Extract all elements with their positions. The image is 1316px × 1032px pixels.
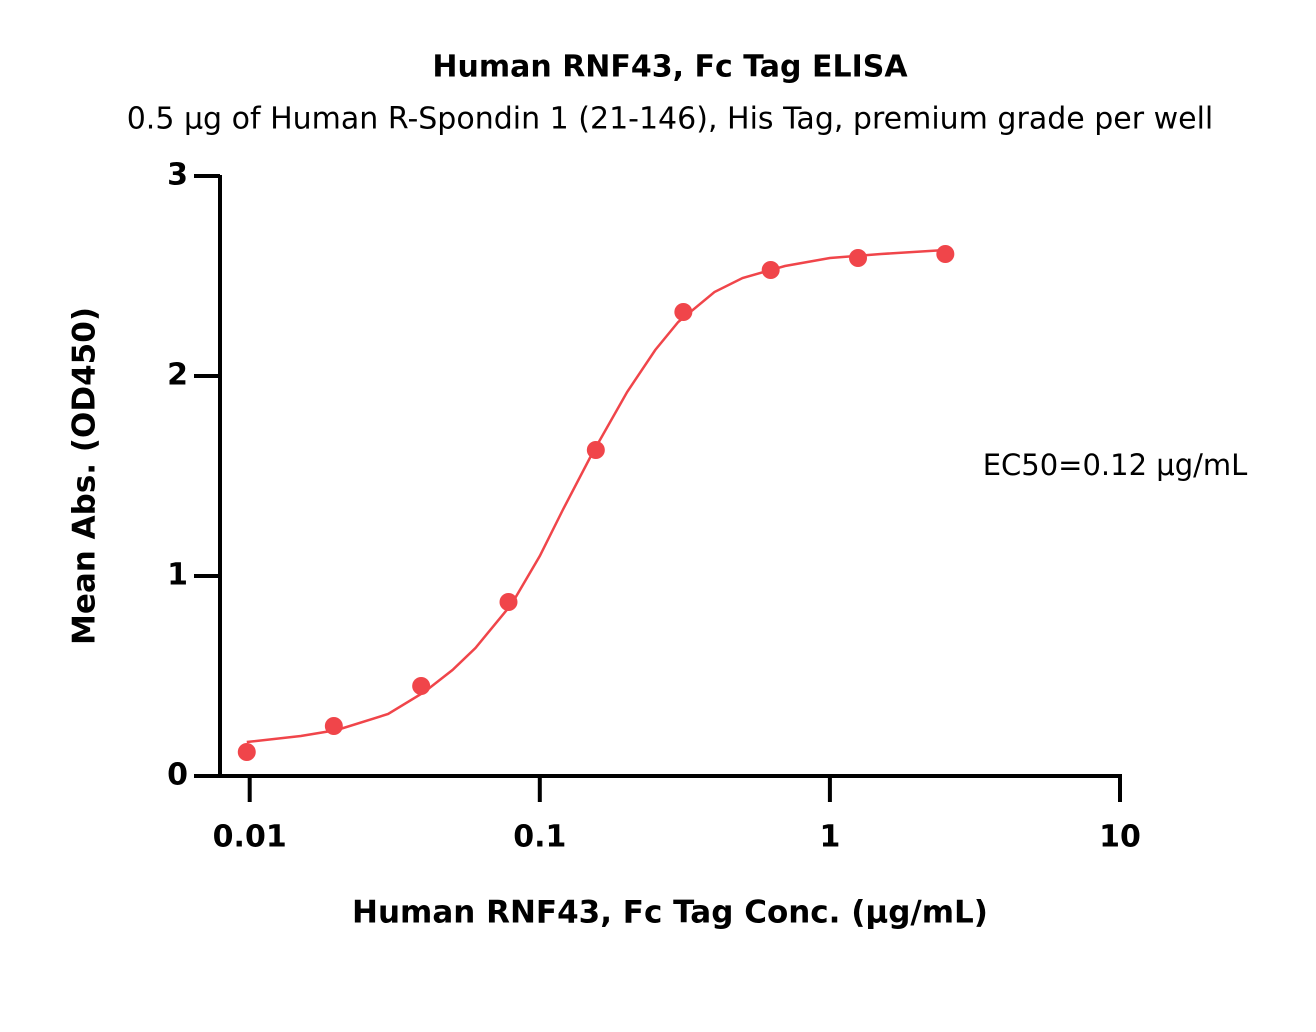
y-axis-label: Mean Abs. (OD450) xyxy=(67,307,103,645)
data-point xyxy=(849,249,868,267)
chart-title: Human RNF43, Fc Tag ELISA xyxy=(432,50,908,85)
x-axis-label: Human RNF43, Fc Tag Conc. (μg/mL) xyxy=(352,895,988,931)
data-point xyxy=(499,593,518,611)
annotation: EC50=0.12 μg/mL xyxy=(983,448,1248,482)
y-tick-label: 2 xyxy=(167,358,188,393)
data-point xyxy=(237,743,256,761)
x-tick-label: 0.01 xyxy=(213,820,287,855)
x-tick-label: 1 xyxy=(819,820,840,855)
data-point xyxy=(674,303,693,321)
data-point xyxy=(761,261,780,279)
chart-subtitle: 0.5 μg of Human R-Spondin 1 (21-146), Hi… xyxy=(127,102,1214,137)
fit-curve xyxy=(246,248,946,744)
data-point xyxy=(324,717,343,735)
x-tick-label: 10 xyxy=(1099,820,1141,855)
x-tick-label: 0.1 xyxy=(513,820,566,855)
data-point xyxy=(586,441,605,459)
y-tick-label: 1 xyxy=(167,558,188,593)
data-point xyxy=(412,677,431,695)
y-tick-label: 3 xyxy=(167,158,188,193)
y-tick-label: 0 xyxy=(167,758,188,793)
data-point xyxy=(936,245,955,263)
